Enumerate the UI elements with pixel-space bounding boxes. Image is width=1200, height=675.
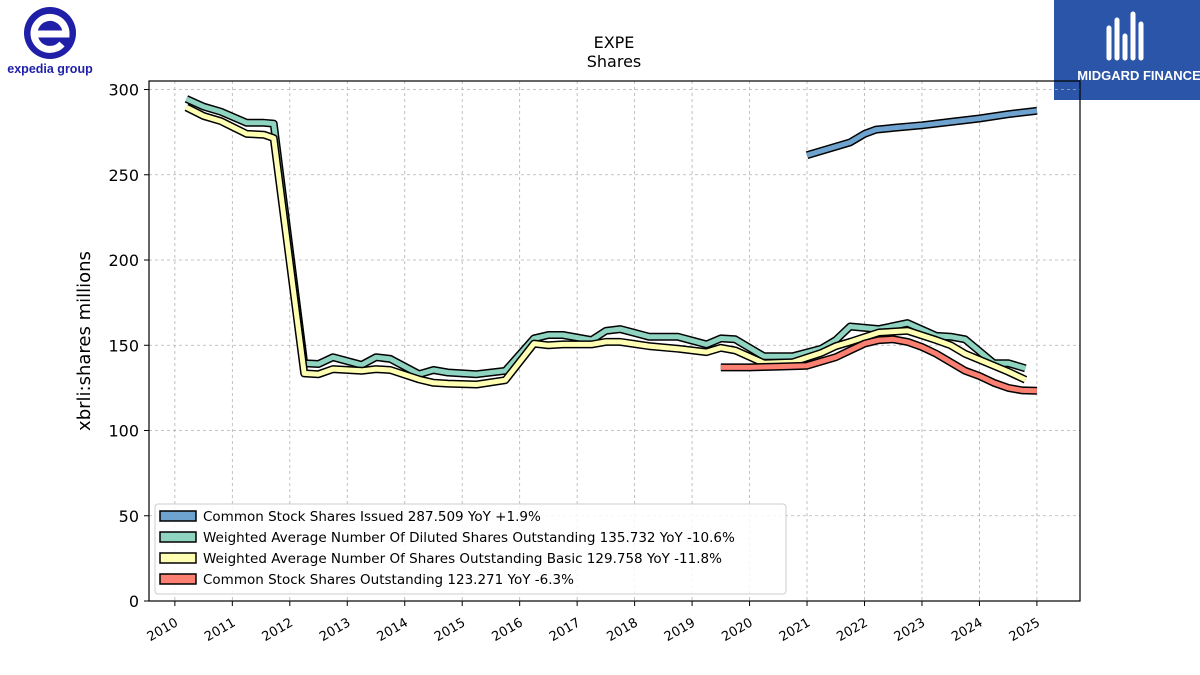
x-tick-label: 2021 — [777, 615, 813, 645]
series-lines — [184, 95, 1038, 395]
x-tick-label: 2013 — [317, 615, 353, 645]
legend-label: Common Stock Shares Issued 287.509 YoY +… — [203, 509, 541, 525]
legend-item: Weighted Average Number Of Shares Outsta… — [159, 551, 722, 567]
x-tick-label: 2020 — [719, 615, 755, 645]
y-tick-label: 250 — [108, 166, 139, 185]
chart-title: EXPE — [594, 33, 635, 52]
x-tick-label: 2023 — [892, 615, 928, 645]
x-tick-label: 2022 — [834, 615, 870, 645]
x-axis-ticks: 2010 2011 2012 2013 2014 2015 2016 2017 2018 2019… — [145, 601, 1043, 645]
x-tick-label: 2019 — [662, 615, 698, 645]
legend: Common Stock Shares Issued 287.509 YoY +… — [154, 503, 787, 595]
series-line — [185, 105, 1027, 387]
x-tick-label: 2014 — [375, 615, 411, 645]
y-tick-label: 50 — [119, 507, 139, 526]
x-tick-label: 2024 — [949, 615, 985, 645]
y-tick-label: 0 — [129, 592, 139, 611]
legend-swatch — [159, 552, 197, 564]
y-axis-label: xbrli:shares millions — [74, 251, 95, 431]
y-tick-label: 200 — [108, 251, 139, 270]
x-tick-label: 2011 — [202, 615, 238, 645]
y-tick-label: 100 — [108, 422, 139, 441]
legend-label: Weighted Average Number Of Diluted Share… — [203, 530, 735, 546]
legend-swatch — [159, 531, 197, 543]
chart-subtitle: Shares — [587, 52, 642, 71]
series-3 — [184, 103, 1028, 389]
series-2 — [184, 95, 1027, 379]
x-tick-label: 2025 — [1007, 615, 1043, 645]
right-logo-text: MIDGARD FINANCE — [1077, 68, 1200, 83]
y-tick-label: 150 — [108, 336, 139, 355]
x-tick-label: 2012 — [260, 615, 296, 645]
legend-item: Common Stock Shares Issued 287.509 YoY +… — [159, 509, 541, 525]
left-logo-text: expedia group — [7, 62, 93, 76]
series-line — [720, 336, 1037, 394]
expedia-group-logo: expedia group — [0, 0, 110, 82]
series-4 — [720, 335, 1038, 395]
plot-frame — [148, 80, 1081, 602]
legend-item: Common Stock Shares Outstanding 123.271 … — [159, 572, 574, 588]
midgard-m-icon: MIDGARD FINANCE — [1077, 11, 1200, 83]
x-tick-label: 2018 — [604, 615, 640, 645]
legend-swatch — [159, 510, 197, 522]
legend-swatch — [159, 573, 197, 585]
legend-item: Weighted Average Number Of Diluted Share… — [159, 530, 735, 546]
legend-box — [154, 503, 787, 595]
x-tick-label: 2016 — [490, 615, 526, 645]
y-tick-label: 300 — [108, 81, 139, 100]
x-tick-label: 2017 — [547, 615, 583, 645]
legend-label: Weighted Average Number Of Shares Outsta… — [203, 551, 722, 567]
series-1 — [805, 106, 1038, 160]
expedia-e-icon: expedia group — [7, 7, 93, 76]
legend-label: Common Stock Shares Outstanding 123.271 … — [203, 572, 574, 588]
x-tick-label: 2015 — [432, 615, 468, 645]
series-line — [806, 108, 1038, 158]
y-axis-ticks: 0 50 100 150 200 250 300 — [108, 81, 149, 611]
midgard-finance-logo: MIDGARD FINANCE — [1054, 0, 1200, 100]
x-tick-label: 2010 — [145, 615, 181, 645]
series-line — [185, 96, 1027, 377]
